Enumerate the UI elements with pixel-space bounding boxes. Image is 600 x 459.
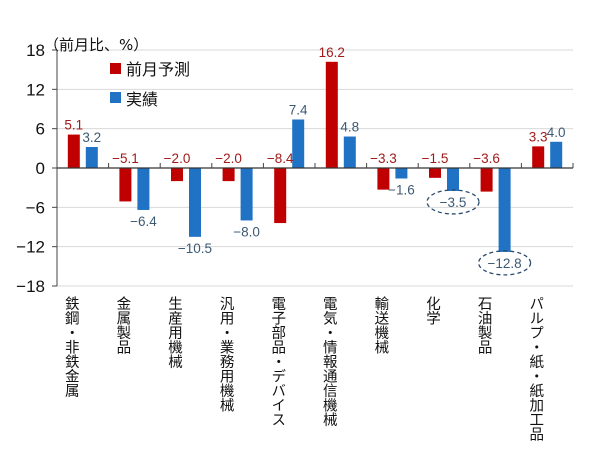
x-tick-label: パルプ・紙・紙加工品 xyxy=(527,296,544,441)
bar-forecast xyxy=(274,168,287,224)
bar-forecast xyxy=(429,168,441,178)
bar-actual xyxy=(498,168,511,252)
legend-swatch-actual xyxy=(110,92,121,103)
bar-actual xyxy=(189,168,201,237)
data-label-forecast: −2.0 xyxy=(215,151,242,166)
data-label-forecast: −3.6 xyxy=(473,151,500,166)
bar-forecast xyxy=(480,168,493,192)
y-tick-label: 6 xyxy=(36,120,45,139)
x-tick-label: 電気・情報通信機械 xyxy=(320,296,337,427)
y-tick-label: −12 xyxy=(16,238,45,257)
x-tick-label: 金属製品 xyxy=(114,296,131,354)
data-label-forecast: −1.5 xyxy=(422,151,449,166)
data-label-actual: 4.0 xyxy=(547,125,566,140)
x-tick-label: 生産用機械 xyxy=(166,296,182,369)
bar-forecast xyxy=(325,61,338,168)
data-label-actual: −8.0 xyxy=(233,224,260,239)
y-tick-label: 0 xyxy=(36,159,45,178)
bar-actual xyxy=(240,168,253,221)
bar-actual xyxy=(447,168,459,191)
y-tick-label: −18 xyxy=(16,277,45,296)
bar-actual xyxy=(137,168,150,210)
unit-label: （前月比、%） xyxy=(44,36,148,54)
legend-label-forecast: 前月予測 xyxy=(126,60,190,79)
data-label-forecast: −3.3 xyxy=(370,151,397,166)
bar-actual xyxy=(343,136,356,168)
legend: 前月予測 実績 xyxy=(110,60,190,109)
bar-forecast xyxy=(377,168,390,190)
x-tick-label: 電子部品・デバイス xyxy=(269,296,286,427)
data-label-actual: −6.4 xyxy=(130,214,157,229)
bar-actual xyxy=(85,147,98,168)
x-tick-label: 化学 xyxy=(424,296,440,325)
bar-forecast xyxy=(171,168,183,182)
data-label-forecast: −8.4 xyxy=(267,151,294,166)
bar-actual xyxy=(395,168,408,179)
x-tick-label: 汎用・業務用機械 xyxy=(217,296,234,412)
legend-label-actual: 実績 xyxy=(126,90,158,109)
data-label-forecast: −5.1 xyxy=(112,151,139,166)
value-labels: 5.1 −5.1 −2.0 −2.0 −8.4 16.2 −3.3 −1.5 −3.6 3.3 3.… xyxy=(64,45,565,271)
annotation-ellipse xyxy=(426,189,480,215)
x-tick-label: 石油製品 xyxy=(475,296,492,354)
x-tick-label: 輸送機械 xyxy=(372,296,389,354)
data-label-actual: −1.6 xyxy=(388,182,415,197)
bar-forecast xyxy=(532,146,545,168)
data-label-forecast: 5.1 xyxy=(64,118,83,133)
y-tick-label: 18 xyxy=(26,41,45,60)
annotations xyxy=(426,189,532,276)
data-label-actual: 3.2 xyxy=(82,130,101,145)
annotation-ellipse xyxy=(477,250,532,276)
bar-actual xyxy=(550,141,563,168)
axes: 18 12 6 0 −6 −12 −18 xyxy=(16,41,574,296)
bar-actual xyxy=(292,119,305,168)
data-label-actual: 7.4 xyxy=(289,102,308,117)
legend-swatch-forecast xyxy=(110,63,121,74)
data-label-actual: 4.8 xyxy=(340,120,359,135)
data-label-actual: −12.8 xyxy=(488,256,522,271)
y-tick-label: −6 xyxy=(26,198,45,217)
data-label-actual: −3.5 xyxy=(440,195,467,210)
data-label-forecast: −2.0 xyxy=(164,151,191,166)
y-tick-label: 12 xyxy=(26,80,45,99)
bar-forecast xyxy=(119,168,132,202)
bars xyxy=(67,61,563,252)
data-label-forecast: 3.3 xyxy=(529,129,548,144)
bar-forecast xyxy=(222,168,235,182)
data-label-forecast: 16.2 xyxy=(319,45,345,60)
bar-forecast xyxy=(67,134,80,168)
data-label-actual: −10.5 xyxy=(178,241,212,256)
x-tick-label: 鉄鋼・非鉄金属 xyxy=(62,296,79,398)
